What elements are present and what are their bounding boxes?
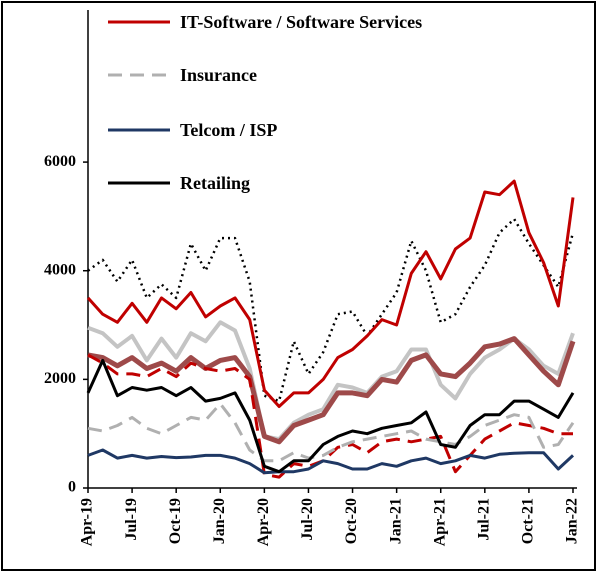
- x-tick-label: Apr-21: [431, 498, 448, 546]
- legend-label: Retailing: [180, 173, 250, 193]
- series-line: [87, 402, 575, 463]
- legend-label: Telcom / ISP: [180, 120, 278, 140]
- y-tick-label: 0: [68, 479, 76, 496]
- x-tick-label: Jul-21: [475, 498, 492, 541]
- legend-label: Insurance: [180, 65, 258, 85]
- x-tick-label: Jul-19: [123, 498, 140, 541]
- y-tick-label: 2000: [44, 370, 76, 387]
- x-tick-label: Oct-21: [520, 498, 537, 544]
- series-line: [87, 336, 576, 445]
- y-tick-label: 6000: [44, 153, 76, 170]
- x-tick-label: Apr-20: [255, 498, 272, 546]
- y-tick-label: 4000: [44, 261, 76, 278]
- x-tick-label: Jul-20: [299, 498, 316, 541]
- series-line: [87, 320, 575, 442]
- x-tick-label: Jan-21: [387, 498, 404, 544]
- x-tick-label: Oct-20: [343, 498, 360, 544]
- x-tick-label: Oct-19: [167, 498, 184, 544]
- legend-label: IT-Software / Software Services: [180, 12, 423, 32]
- series-line: [86, 179, 575, 408]
- series-line: [87, 448, 575, 475]
- x-tick-label: Apr-19: [79, 498, 96, 546]
- x-tick-label: Jan-22: [564, 498, 581, 544]
- x-tick-label: Jan-20: [211, 498, 228, 544]
- series-line: [87, 353, 573, 479]
- series-line: [86, 358, 575, 474]
